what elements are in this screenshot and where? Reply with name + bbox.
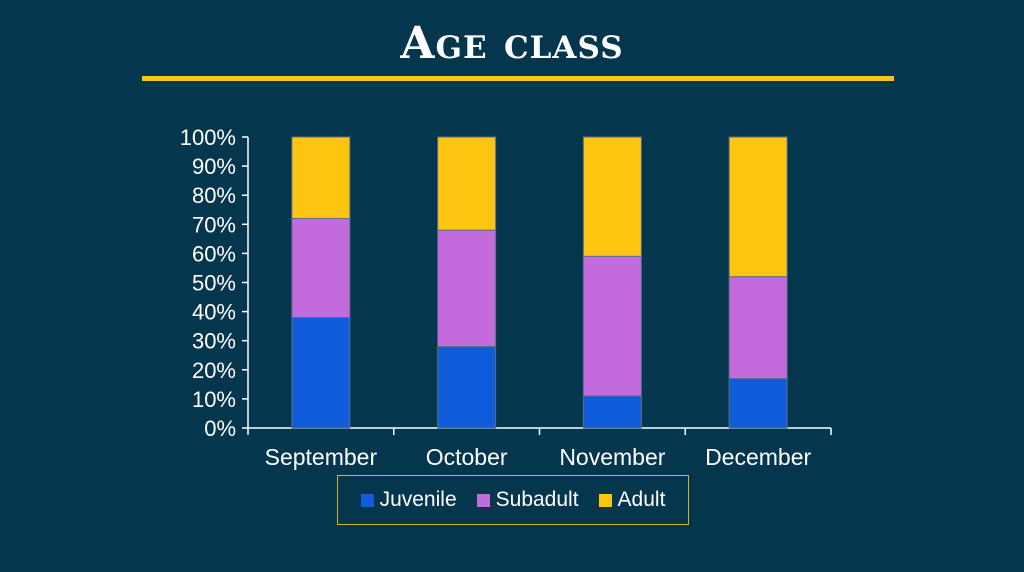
legend-item-subadult: Subadult — [476, 488, 579, 512]
bar-adult-december — [728, 136, 788, 278]
bar-adult-september — [291, 136, 351, 219]
y-tick-label: 50% — [192, 271, 236, 296]
y-tick-label: 10% — [192, 387, 236, 412]
bar-subadult-september — [291, 217, 351, 318]
legend-label-subadult: Subadult — [495, 488, 579, 511]
legend-swatch-juvenile — [360, 493, 374, 507]
bar-subadult-december — [728, 276, 788, 380]
legend-label-juvenile: Juvenile — [379, 488, 457, 511]
y-tick-label: 0% — [204, 416, 236, 441]
y-tick-label: 20% — [192, 358, 236, 383]
y-tick-label: 60% — [192, 241, 236, 266]
y-tick-label: 100% — [180, 125, 236, 150]
slide-title: Age class — [400, 18, 624, 69]
bar-adult-october — [437, 136, 497, 231]
y-tick-label: 40% — [192, 300, 236, 325]
chart-legend: Juvenile Subadult Adult — [337, 475, 689, 525]
bar-adult-november — [582, 136, 642, 257]
y-tick-label: 80% — [192, 183, 236, 208]
x-tick-label: November — [559, 444, 665, 470]
legend-swatch-subadult — [476, 493, 490, 507]
legend-item-adult: Adult — [598, 488, 666, 512]
x-tick-label: September — [265, 444, 378, 470]
legend-item-juvenile: Juvenile — [360, 488, 457, 512]
legend-label-adult: Adult — [617, 488, 666, 511]
y-tick-label: 30% — [192, 329, 236, 354]
bar-subadult-october — [437, 229, 497, 348]
x-tick-label: October — [426, 444, 508, 470]
bar-juvenile-november — [582, 395, 642, 429]
title-underline — [142, 76, 894, 81]
legend-swatch-adult — [598, 493, 612, 507]
x-tick-label: December — [705, 444, 811, 470]
bar-juvenile-december — [728, 378, 788, 429]
y-tick-label: 90% — [192, 154, 236, 179]
bar-juvenile-october — [437, 346, 497, 429]
y-tick-label: 70% — [192, 212, 236, 237]
bar-subadult-november — [582, 255, 642, 397]
bar-juvenile-september — [291, 316, 351, 429]
